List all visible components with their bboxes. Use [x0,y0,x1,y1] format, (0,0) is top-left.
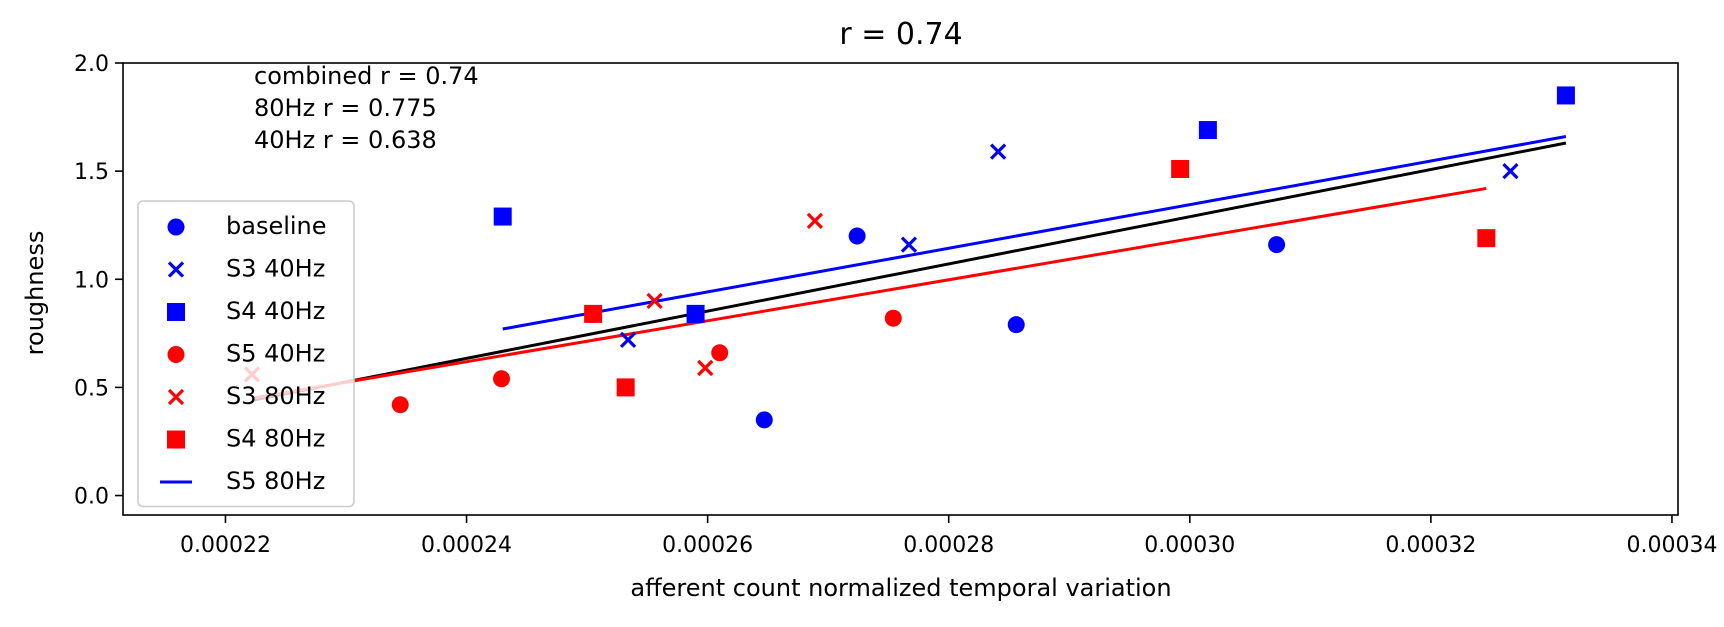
annotations: combined r = 0.74 80Hz r = 0.775 40Hz r = … [254,62,479,154]
legend-marker [167,388,185,406]
legend-marker [167,430,185,449]
legend-item: S5 80Hz [160,467,325,495]
data-point [900,236,918,253]
legend-marker [167,218,185,236]
x-stroke [646,292,663,310]
x-tick-label: 0.00030 [1144,533,1235,558]
legend-label: S4 40Hz [226,297,325,325]
y-tick-label: 1.5 [74,160,109,185]
legend-label: baseline [226,212,327,240]
legend-item: S3 80Hz [167,382,325,410]
y-tick-label: 2.0 [74,52,109,77]
legend-box [137,200,355,508]
x-stroke [619,331,637,348]
legend-marker [167,261,185,278]
x-tick-label: 0.00032 [1385,533,1476,558]
fit-line [251,186,1487,400]
x-stroke [900,236,918,253]
data-point [711,344,729,362]
data-point [646,292,663,310]
data-point [990,143,1007,160]
x-tick-label: 0.00024 [421,533,512,558]
legend-label: S5 40Hz [226,340,325,368]
legend-label: S4 80Hz [226,425,325,453]
fit-line [502,135,1567,331]
plot-area [243,86,1575,429]
legend-item: S3 40Hz [167,255,325,283]
legend-item: S5 40Hz [167,340,325,368]
data-point [493,370,511,388]
data-point [884,309,902,327]
data-point [616,378,635,397]
annotation-text: combined r = 0.74 [254,62,479,90]
data-point [848,227,866,245]
plot-frame [122,62,1679,516]
annotation-text: 80Hz r = 0.775 [254,94,437,122]
x-axis-label: afferent count normalized temporal varia… [630,574,1171,602]
data-point [686,304,705,323]
data-point [1477,229,1496,248]
y-tick-label: 0.5 [74,376,109,401]
legend-item: baseline [167,212,327,240]
y-tick-label: 1.0 [74,268,109,293]
x-stroke [167,388,185,406]
x-tick-label: 0.00028 [903,533,994,558]
legend-label: S3 80Hz [226,382,325,410]
legend-label: S3 40Hz [226,255,325,283]
y-tick-label: 0.0 [74,485,109,510]
x-stroke [167,261,185,278]
y-axis-label: roughness [21,231,49,356]
plot-marks [243,86,1575,429]
legend: baseline S3 40Hz S4 40Hz S5 40Hz S3 80Hz S4 8… [137,200,355,508]
x-stroke [697,359,714,377]
legend-marker [167,303,185,321]
data-point [391,396,409,414]
legend-item: S4 40Hz [167,297,325,325]
data-point [697,359,714,377]
chart-title: r = 0.74 [839,17,962,52]
axes: 0.00022 0.00024 0.00026 0.00028 0.00030 0.000… [74,52,1717,558]
legend-label: S5 80Hz [226,467,325,495]
x-tick-label: 0.00034 [1626,533,1717,558]
data-point [1007,316,1025,334]
fit-line [251,141,1567,402]
data-point [493,207,512,226]
x-stroke [990,143,1007,160]
data-point [1268,236,1286,254]
legend-marker [167,346,185,363]
data-point [1556,86,1575,105]
data-point [1502,163,1519,180]
x-tick-label: 0.00022 [180,533,271,558]
data-point [619,331,637,348]
data-point [806,212,824,230]
data-point [1171,159,1190,178]
legend-item: S4 80Hz [167,425,325,453]
data-point [1198,121,1217,140]
data-point [584,304,603,323]
x-tick-label: 0.00026 [662,533,753,558]
x-stroke [1502,163,1519,180]
data-point [755,411,773,429]
x-stroke [806,212,824,230]
annotation-text: 40Hz r = 0.638 [254,126,437,154]
